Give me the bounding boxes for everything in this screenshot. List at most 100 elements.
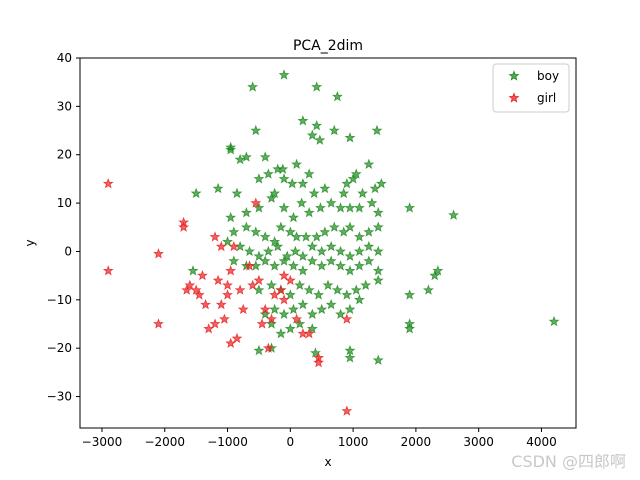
boy-point (328, 221, 340, 232)
boy-point (294, 279, 306, 290)
boy-point (225, 144, 237, 155)
boy-point (278, 173, 290, 184)
boy-point (309, 347, 321, 358)
x-tick-label: 0 (287, 435, 295, 449)
boy-point (448, 209, 460, 220)
boy-point (225, 211, 237, 223)
boy-point (353, 202, 365, 213)
girl-point (275, 284, 287, 295)
boy-point (357, 187, 368, 199)
boy-point (286, 178, 298, 189)
boy-point (284, 226, 296, 237)
x-tick-label: −3000 (82, 435, 123, 449)
girl-point (313, 356, 325, 368)
boy-point (259, 151, 271, 162)
boy-point (253, 250, 265, 261)
y-tick-label: 30 (57, 99, 72, 113)
y-tick-label: 20 (57, 148, 72, 162)
boy-point (212, 182, 224, 194)
girl-point (218, 313, 230, 324)
boy-point (259, 255, 271, 266)
girl-point (262, 342, 274, 353)
boy-point (350, 168, 362, 179)
y-tick-label: −20 (47, 341, 72, 355)
girl-point (253, 274, 265, 286)
boy-point (313, 289, 325, 300)
boy-point (272, 240, 284, 252)
plot-area (80, 58, 576, 428)
boy-point (231, 187, 243, 199)
boy-point (266, 279, 277, 290)
boy-point (303, 207, 315, 218)
legend-marker-boy (508, 70, 520, 81)
boy-point (291, 231, 303, 242)
boy-point (250, 124, 262, 136)
girl-point (291, 313, 303, 324)
boy-point (404, 202, 416, 213)
boy-point (228, 255, 240, 266)
girl-point (234, 284, 246, 295)
boy-point (269, 187, 281, 199)
girl-point (244, 260, 255, 271)
boy-point (266, 318, 277, 329)
girl-point (153, 318, 164, 329)
legend-marker-girl (508, 92, 520, 103)
boy-point (278, 69, 290, 80)
girl-point (212, 274, 224, 286)
girl-point (178, 216, 190, 228)
boy-point (269, 303, 281, 315)
girl-point (209, 231, 221, 242)
boy-point (325, 255, 337, 266)
plot-frame (79, 57, 577, 429)
girl-point (237, 303, 249, 315)
boy-point (369, 182, 381, 194)
boy-point (311, 119, 323, 131)
boy-point (316, 260, 328, 271)
boy-point (366, 197, 378, 208)
boy-point (297, 178, 309, 189)
boy-point (363, 158, 375, 170)
boy-point (372, 274, 384, 286)
y-tick-label: 0 (64, 244, 72, 258)
boy-point (422, 284, 434, 295)
y-axis-ticks: −30 −20 −10 0 10 20 30 40 (47, 51, 80, 404)
boy-point (269, 260, 281, 271)
girl-point (250, 197, 262, 208)
boy-point (222, 236, 234, 247)
boy-point (311, 231, 323, 242)
boy-point (344, 250, 356, 261)
boy-point (363, 240, 375, 252)
boy-point (228, 226, 240, 237)
boy-point (344, 202, 356, 213)
girl-point (102, 178, 114, 189)
boy-point (259, 231, 271, 242)
boy-point (259, 308, 271, 319)
boy-point (335, 202, 347, 213)
boy-point (347, 173, 359, 184)
boy-point (253, 173, 265, 184)
boy-point (325, 240, 337, 252)
boy-point (341, 289, 353, 300)
boy-point (297, 265, 309, 276)
boy-point (353, 231, 365, 242)
boy-point (277, 163, 289, 174)
points-layer (102, 69, 560, 416)
x-axis-ticks: −3000 −2000 −1000 0 1000 2000 3000 4000 (82, 428, 557, 449)
boy-point (288, 303, 299, 315)
boy-point (338, 187, 350, 199)
boy-point (311, 81, 323, 92)
boy-point (240, 207, 252, 218)
boy-point (300, 231, 312, 242)
girl-point (196, 269, 208, 281)
boy-point (344, 352, 356, 363)
boy-point (306, 240, 318, 252)
boy-point (353, 294, 365, 305)
boy-point (296, 197, 308, 208)
boy-point (372, 265, 384, 276)
boy-point (288, 211, 299, 223)
boy-point (335, 260, 347, 271)
boy-point (344, 132, 356, 143)
boy-point (269, 236, 281, 247)
y-tick-label: 10 (57, 196, 72, 210)
